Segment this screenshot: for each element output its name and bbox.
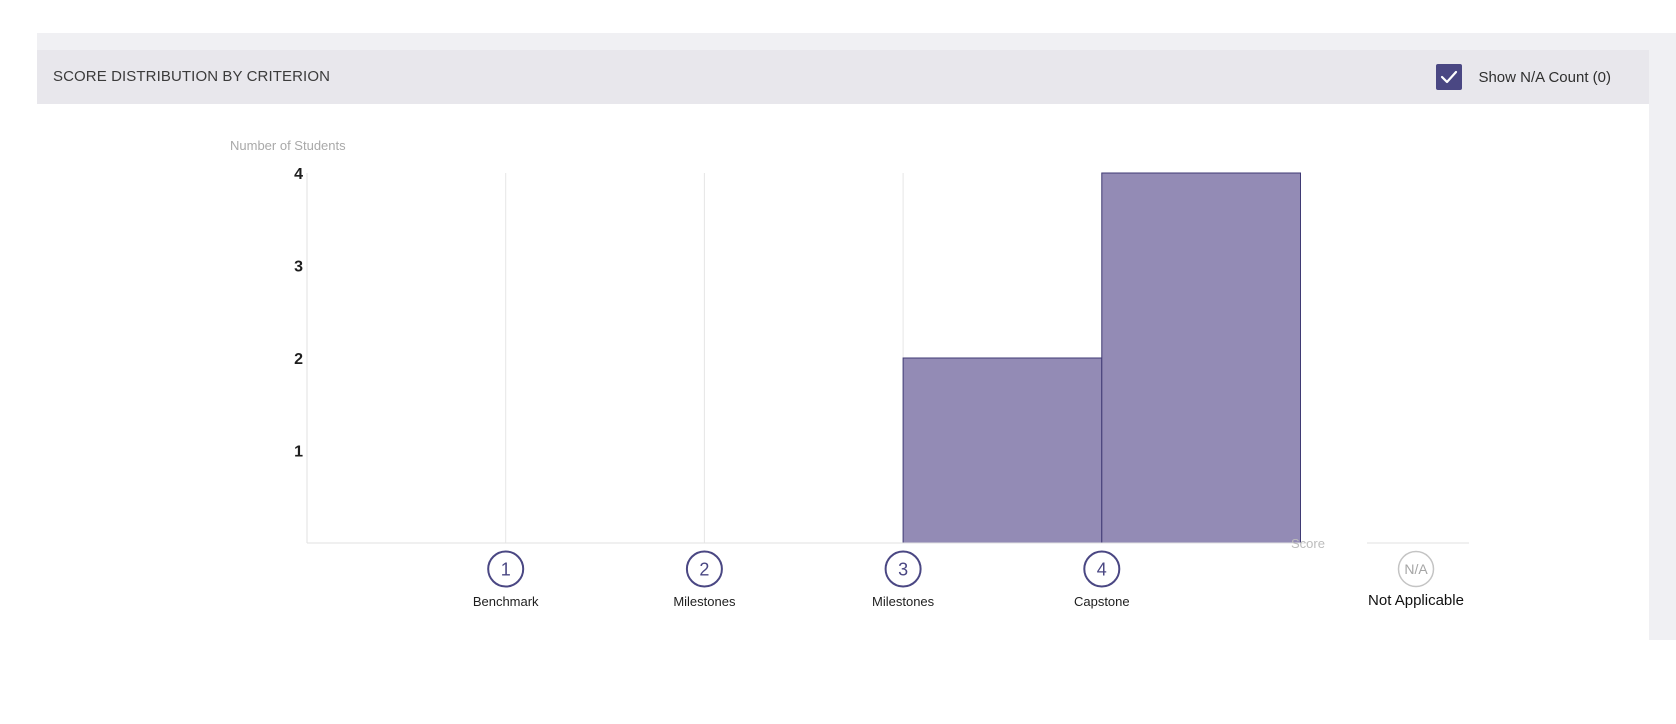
bar-score-4 (1101, 172, 1302, 544)
score-category-label: Benchmark (473, 594, 539, 609)
score-category-4: 4 Capstone (1074, 550, 1130, 609)
show-na-label: Show N/A Count (0) (1478, 68, 1611, 86)
score-badge-number: 3 (898, 560, 908, 580)
score-category-1: 1 Benchmark (473, 550, 539, 609)
na-label: Not Applicable (1368, 592, 1464, 609)
score-badge-circle (685, 550, 723, 588)
na-category: N/A Not Applicable (1368, 550, 1464, 609)
score-badge-number: 1 (501, 560, 511, 580)
y-tick-label: 3 (294, 259, 303, 276)
bar-layer (902, 172, 1302, 544)
bar-score-3 (902, 357, 1103, 544)
score-category-2: 2 Milestones (673, 550, 736, 609)
score-category-label: Capstone (1074, 594, 1130, 609)
y-tick-label: 2 (294, 351, 303, 368)
score-badge-circle (884, 550, 922, 588)
x-category-layer: 1 Benchmark 2 Milestones 3 Milestones 4 Capston… (473, 550, 1130, 609)
y-tick-layer: 1 2 3 4 (294, 166, 303, 461)
y-tick-label: 1 (294, 444, 303, 461)
score-category-label: Milestones (872, 594, 935, 609)
na-badge-text: N/A (1404, 561, 1428, 577)
x-axis-title: Score (1291, 536, 1325, 551)
score-badge-number: 4 (1097, 560, 1107, 580)
score-badge-circle (1083, 550, 1121, 588)
card-title: SCORE DISTRIBUTION BY CRITERION (53, 68, 331, 85)
check-icon (1441, 70, 1458, 84)
score-badge-number: 2 (699, 560, 709, 580)
score-category-3: 3 Milestones (872, 550, 935, 609)
score-distribution-chart: Number of Students 1 2 3 4 Score 1 Benchmark… (230, 138, 1469, 609)
score-badge-circle (487, 550, 525, 588)
score-category-label: Milestones (673, 594, 736, 609)
score-distribution-card: SCORE DISTRIBUTION BY CRITERION Show N/A… (37, 50, 1649, 640)
show-na-count-toggle[interactable]: Show N/A Count (0) (1436, 64, 1611, 90)
show-na-checkbox[interactable] (1436, 64, 1463, 90)
card-header: SCORE DISTRIBUTION BY CRITERION Show N/A… (37, 50, 1649, 104)
na-badge-circle (1397, 550, 1435, 588)
y-axis-title: Number of Students (230, 138, 346, 153)
y-tick-label: 4 (294, 166, 303, 183)
